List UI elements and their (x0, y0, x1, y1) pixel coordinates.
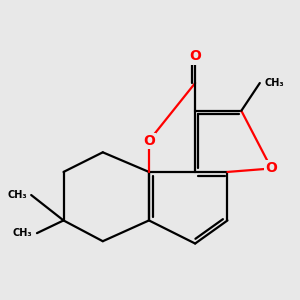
Text: O: O (143, 134, 155, 148)
Text: CH₃: CH₃ (13, 228, 32, 238)
Text: O: O (189, 50, 201, 64)
Text: CH₃: CH₃ (264, 78, 284, 88)
Text: O: O (266, 161, 277, 176)
Text: CH₃: CH₃ (7, 190, 27, 200)
